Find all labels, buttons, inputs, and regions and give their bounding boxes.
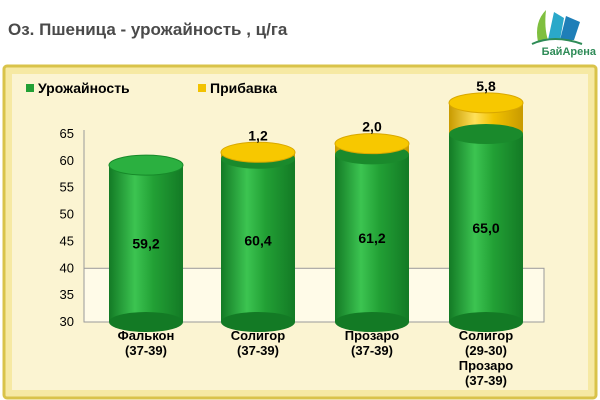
bar-urozhainost-bottom — [221, 312, 295, 332]
bar-urozhainost — [449, 134, 523, 322]
y-tick-label: 45 — [60, 233, 74, 248]
legend-label-2: Прибавка — [210, 80, 277, 96]
bayarena-logo-icon — [531, 10, 583, 45]
data-label-pribavka: 2,0 — [362, 119, 382, 135]
data-label-pribavka: 5,8 — [476, 78, 496, 94]
category-label: (29-30) — [465, 343, 507, 358]
category-label: Солигор — [459, 328, 513, 343]
bar-urozhainost — [221, 158, 295, 322]
category-label: Фалькон — [118, 328, 175, 343]
bar-urozhainost — [109, 165, 183, 322]
data-label-urozhainost: 61,2 — [358, 230, 385, 246]
brand-logo-text: БайАрена — [541, 46, 596, 58]
legend-swatch-2 — [198, 84, 206, 92]
category-label: (37-39) — [237, 343, 279, 358]
yield-chart: 30 35 40 45 50 55 60 65 Урожайность Прибавка 59,2 Ф… — [2, 64, 598, 400]
bar-pribavka-top — [334, 133, 410, 155]
y-tick-label: 40 — [60, 260, 74, 275]
y-tick-label: 60 — [60, 153, 74, 168]
y-tick-label: 55 — [60, 180, 74, 195]
category-label: (37-39) — [465, 373, 507, 388]
bar-urozhainost-bottom — [109, 312, 183, 332]
data-label-urozhainost: 65,0 — [472, 220, 499, 236]
bar-urozhainost-bottom — [335, 312, 409, 332]
bar-pribavka-top — [448, 92, 524, 114]
category-label: (37-39) — [125, 343, 167, 358]
y-tick-label: 35 — [60, 287, 74, 302]
page-title: Оз. Пшеница - урожайность , ц/га — [8, 20, 288, 39]
bar-urozhainost-bottom — [449, 312, 523, 332]
data-label-pribavka: 1,2 — [248, 127, 268, 143]
data-label-urozhainost: 60,4 — [244, 232, 271, 248]
category-label: Прозаро — [345, 328, 400, 343]
y-tick-label: 50 — [60, 207, 74, 222]
legend-swatch-1 — [26, 84, 34, 92]
bar-urozhainost-top — [108, 154, 184, 176]
category-label: Прозаро — [459, 358, 514, 373]
bar-urozhainost — [335, 154, 409, 322]
chart-panel: 30 35 40 45 50 55 60 65 Урожайность Прибавка 59,2 Ф… — [0, 64, 600, 400]
bar-joint — [449, 124, 523, 144]
y-tick-label: 30 — [60, 314, 74, 329]
bar-pribavka-top — [220, 141, 296, 163]
y-tick-label: 65 — [60, 126, 74, 141]
category-label: (37-39) — [351, 343, 393, 358]
category-label: Солигор — [231, 328, 285, 343]
data-label-urozhainost: 59,2 — [132, 236, 159, 252]
legend-label-1: Урожайность — [38, 80, 130, 96]
